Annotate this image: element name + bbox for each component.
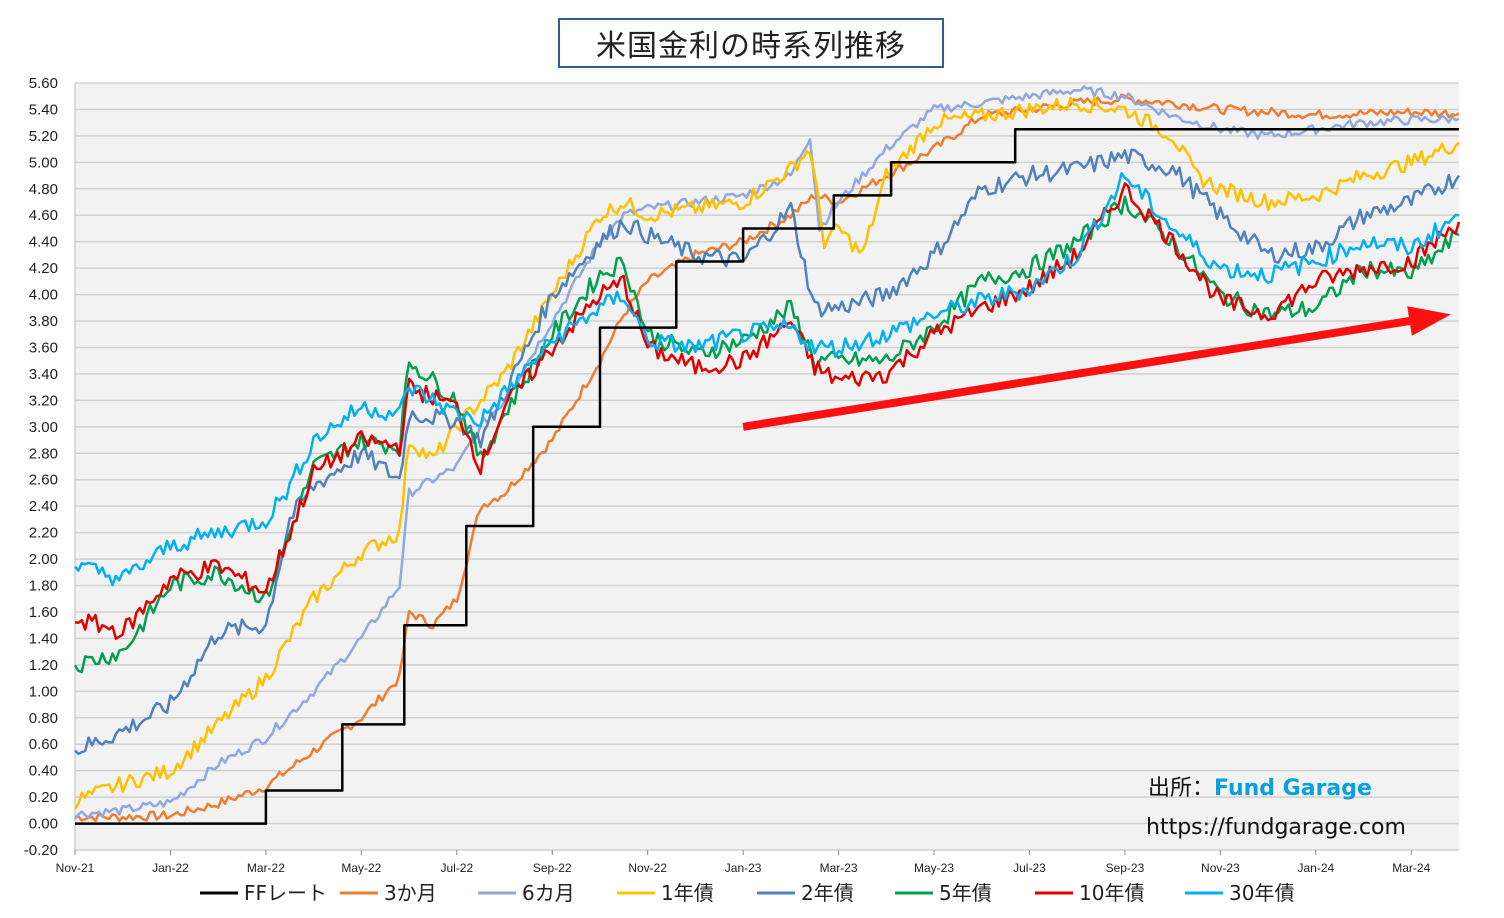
x-tick-label: May-23 bbox=[914, 861, 954, 875]
series-line bbox=[74, 172, 1460, 587]
x-tick-label: Nov-22 bbox=[628, 861, 667, 875]
legend-label: 30年債 bbox=[1229, 881, 1294, 905]
y-tick-label: 0.00 bbox=[29, 816, 58, 833]
x-tick-label: Jul-23 bbox=[1013, 861, 1046, 875]
legend-label: 3か月 bbox=[384, 881, 437, 905]
source-label: 出所：Fund Garage bbox=[1148, 770, 1372, 802]
legend-label: 1年債 bbox=[661, 881, 714, 905]
legend-label: 5年債 bbox=[939, 881, 992, 905]
y-tick-label: 2.20 bbox=[29, 525, 58, 542]
x-tick-label: Jan-23 bbox=[725, 861, 762, 875]
y-tick-label: 0.20 bbox=[29, 789, 58, 806]
y-tick-label: 3.40 bbox=[29, 366, 58, 383]
legend-label: 2年債 bbox=[801, 881, 854, 905]
x-tick-label: Mar-22 bbox=[247, 861, 285, 875]
chart-title: 米国金利の時系列推移 bbox=[558, 18, 944, 68]
x-tick-label: Sep-23 bbox=[1106, 861, 1145, 875]
x-tick-label: Jan-24 bbox=[1297, 861, 1334, 875]
x-axis-labels: Nov-21 Jan-22 Mar-22 May-22 Jul-22 Sep-22 Nov-… bbox=[56, 850, 1431, 875]
y-tick-label: 3.60 bbox=[29, 339, 58, 356]
y-tick-label: 2.80 bbox=[29, 445, 58, 462]
y-tick-label: 1.40 bbox=[29, 630, 58, 647]
y-tick-label: 2.60 bbox=[29, 472, 58, 489]
x-tick-label: Nov-21 bbox=[56, 861, 95, 875]
y-tick-label: 5.40 bbox=[29, 101, 58, 118]
y-tick-label: 5.20 bbox=[29, 128, 58, 145]
plot-area bbox=[75, 83, 1459, 850]
source-url: https://fundgarage.com bbox=[1146, 815, 1406, 840]
y-tick-label: 1.00 bbox=[29, 683, 58, 700]
series-line bbox=[73, 96, 1460, 810]
y-tick-label: 5.60 bbox=[29, 75, 58, 92]
y-tick-label: 1.60 bbox=[29, 604, 58, 621]
y-tick-label: 0.80 bbox=[29, 710, 58, 727]
legend: FFレート 3か月 6カ月 1年債 2年債 5年債 10年債 30年債 bbox=[200, 881, 1294, 905]
source-brand: Fund Garage bbox=[1214, 776, 1372, 801]
y-tick-label: 0.60 bbox=[29, 736, 58, 753]
series-lines bbox=[73, 85, 1461, 825]
y-tick-label: 4.20 bbox=[29, 260, 58, 277]
series-line bbox=[75, 128, 1459, 825]
arrow-head bbox=[1407, 306, 1451, 336]
y-tick-label: -0.20 bbox=[24, 842, 58, 859]
y-axis-labels: 5.60 5.40 5.20 5.00 4.80 4.60 4.40 4.20 4.00 3.80… bbox=[24, 75, 58, 859]
y-tick-label: 3.00 bbox=[29, 419, 58, 436]
x-tick-label: Jan-22 bbox=[152, 861, 189, 875]
series-line bbox=[74, 182, 1461, 640]
x-tick-label: Mar-23 bbox=[820, 861, 858, 875]
y-tick-label: 4.80 bbox=[29, 181, 58, 198]
x-tick-label: Mar-24 bbox=[1392, 861, 1430, 875]
y-tick-label: 4.40 bbox=[29, 234, 58, 251]
y-tick-label: 3.80 bbox=[29, 313, 58, 330]
x-tick-label: Jul-22 bbox=[440, 861, 473, 875]
y-tick-label: 5.00 bbox=[29, 154, 58, 171]
series-line bbox=[74, 93, 1460, 823]
trend-arrow bbox=[742, 306, 1451, 431]
source-prefix: 出所： bbox=[1148, 776, 1215, 801]
y-tick-label: 2.40 bbox=[29, 498, 58, 515]
x-tick-label: Sep-22 bbox=[533, 861, 572, 875]
legend-label: 10年債 bbox=[1079, 881, 1144, 905]
y-tick-label: 1.20 bbox=[29, 657, 58, 674]
y-tick-label: 3.20 bbox=[29, 392, 58, 409]
y-tick-label: 0.40 bbox=[29, 763, 58, 780]
x-tick-label: May-22 bbox=[341, 861, 381, 875]
legend-label: 6カ月 bbox=[522, 881, 575, 905]
y-tick-label: 4.60 bbox=[29, 207, 58, 224]
arrow-shaft bbox=[742, 317, 1411, 431]
y-tick-label: 1.80 bbox=[29, 578, 58, 595]
x-tick-label: Nov-23 bbox=[1201, 861, 1240, 875]
series-line bbox=[73, 195, 1460, 674]
legend-label: FFレート bbox=[244, 881, 327, 905]
y-tick-label: 4.00 bbox=[29, 287, 58, 304]
y-tick-label: 2.00 bbox=[29, 551, 58, 568]
